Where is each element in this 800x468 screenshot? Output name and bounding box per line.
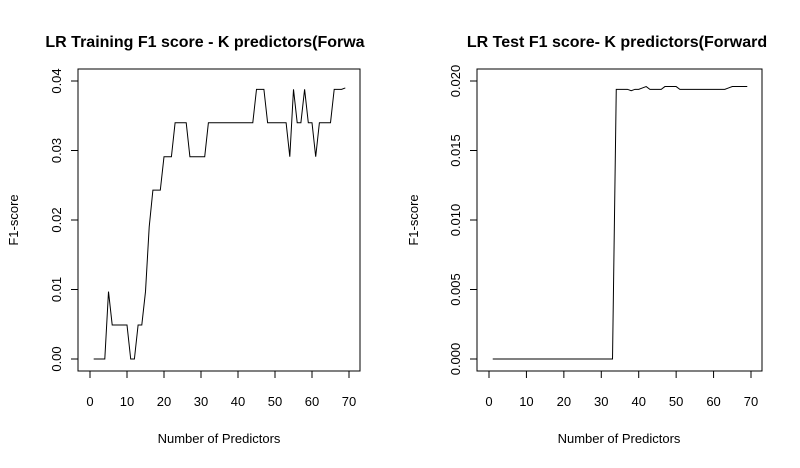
y-tick-label: 0.01 [49, 277, 64, 302]
x-tick-label: 40 [631, 394, 645, 409]
x-ticks: 0 10 20 30 40 50 60 70 [86, 371, 356, 409]
x-tick-label: 60 [706, 394, 720, 409]
y-axis-label: F1-score [6, 194, 21, 245]
x-tick-label: 20 [157, 394, 171, 409]
series-line [492, 85, 748, 360]
x-tick-label: 70 [744, 394, 758, 409]
x-axis-label: Number of Predictors [158, 431, 281, 446]
x-axis: 0 10 20 30 40 50 60 70 [86, 370, 356, 409]
y-tick-label: 0.020 [448, 65, 463, 98]
x-tick-label: 70 [342, 394, 356, 409]
y-tick-label: 0.04 [49, 68, 64, 93]
y-axis: 0.000 0.005 0.010 0.015 0.020 [448, 65, 478, 376]
chart-title: LR Test F1 score- K predictors(Forward [467, 34, 767, 51]
y-tick-label: 0.02 [49, 207, 64, 232]
x-tick-label: 40 [231, 394, 245, 409]
chart-panel-training: LR Training F1 score - K predictors(Forw… [6, 34, 365, 446]
y-tick-label: 0.03 [49, 138, 64, 163]
y-tick-label: 0.000 [448, 343, 463, 376]
x-tick-label: 10 [120, 394, 134, 409]
plot-frame [77, 68, 361, 372]
x-tick-label: 0 [485, 394, 492, 409]
x-tick-label: 30 [594, 394, 608, 409]
x-tick-label: 10 [519, 394, 533, 409]
y-axis-label: F1-score [406, 194, 421, 245]
x-tick-label: 60 [305, 394, 319, 409]
y-ticks: 0.00 0.01 0.02 0.03 0.04 [49, 68, 78, 372]
y-tick-label: 0.015 [448, 134, 463, 167]
plot-frame [476, 68, 763, 372]
x-tick-label: 20 [557, 394, 571, 409]
y-axis: 0.00 0.01 0.02 0.03 0.04 [49, 68, 79, 372]
chart-title: LR Training F1 score - K predictors(Forw… [45, 34, 364, 51]
chart-panel-test: LR Test F1 score- K predictors(Forward 0… [406, 34, 767, 446]
x-tick-label: 30 [194, 394, 208, 409]
y-tick-label: 0.00 [49, 346, 64, 371]
x-axis-label: Number of Predictors [558, 431, 681, 446]
y-tick-label: 0.010 [448, 204, 463, 237]
x-tick-label: 0 [86, 394, 93, 409]
x-ticks: 0 10 20 30 40 50 60 70 [485, 371, 758, 409]
x-tick-label: 50 [268, 394, 282, 409]
x-axis: 0 10 20 30 40 50 60 70 [485, 370, 758, 409]
series-line [93, 87, 346, 360]
y-tick-label: 0.005 [448, 273, 463, 306]
y-ticks: 0.000 0.005 0.010 0.015 0.020 [448, 65, 477, 376]
x-tick-label: 50 [669, 394, 683, 409]
